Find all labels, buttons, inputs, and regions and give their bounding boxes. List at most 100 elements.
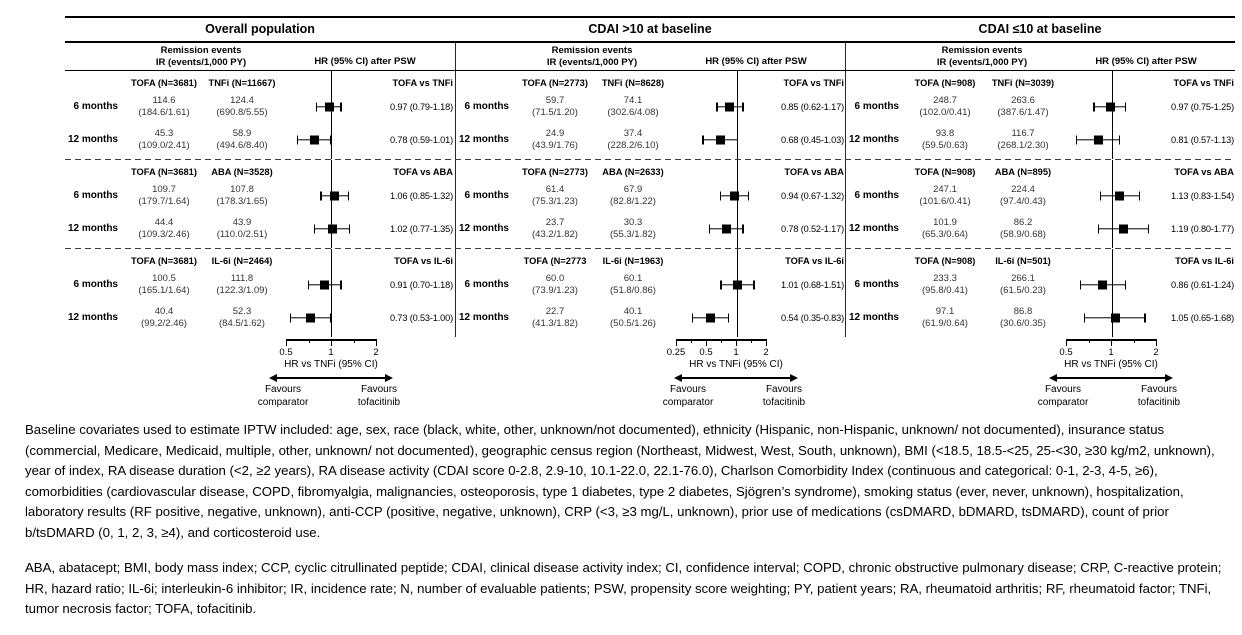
ci-cap-left bbox=[1079, 280, 1082, 289]
comparator-ir-cell: 52.3 (84.5/1.62) bbox=[203, 306, 281, 329]
forest-data-row: 6 months 59.7 (71.5/1.20) 74.1 (302.6/4.08) 0… bbox=[456, 90, 845, 123]
axis-major-tick bbox=[1066, 339, 1068, 346]
tofa-ir-cell: 22.7 (41.3/1.82) bbox=[516, 306, 594, 329]
comparator-ir-detail: (84.5/1.62) bbox=[219, 317, 265, 329]
axes-row: 0.5 1 2 HR vs TNFi (95% CI) Favours comparato… bbox=[65, 337, 1235, 417]
comparator-ir-detail: (178.3/1.65) bbox=[216, 195, 268, 207]
tofa-column-header: TOFA (N=3681) bbox=[131, 77, 197, 88]
hr-ci-value: 0.78 (0.52-1.17) bbox=[781, 223, 844, 234]
favours-right-line1: Favours bbox=[765, 384, 803, 395]
hr-point-marker bbox=[705, 313, 715, 322]
axis-major-tick bbox=[766, 339, 768, 346]
comparator-ir-cell: 30.3 (55.3/1.82) bbox=[594, 217, 672, 240]
comparator-ir-cell: 67.9 (82.8/1.22) bbox=[594, 184, 672, 207]
abbreviations-note: ABA, abatacept; BMI, body mass index; CC… bbox=[25, 560, 1222, 616]
hr-ci-value: 0.54 (0.35-0.83) bbox=[781, 312, 844, 323]
forest-plot-cell bbox=[281, 268, 381, 301]
hr-point-marker bbox=[1115, 191, 1125, 200]
forest-plot-cell bbox=[1062, 301, 1162, 334]
panel-title: Overall population bbox=[205, 22, 315, 36]
comparison-label: TOFA vs TNFi bbox=[783, 77, 844, 88]
tofa-ir-value: 40.4 bbox=[154, 306, 174, 317]
forest-data-row: 6 months 100.5 (165.1/1.64) 111.8 (122.3/1.0… bbox=[65, 268, 455, 301]
forest-plot-cell bbox=[281, 123, 381, 156]
comparator-ir-value: 86.2 bbox=[1013, 217, 1033, 228]
hr-point-marker bbox=[324, 102, 334, 111]
favours-right-line1: Favours bbox=[360, 384, 398, 395]
arrow-right-head-icon bbox=[790, 374, 798, 382]
remission-ir-header-line1: Remission events bbox=[551, 45, 633, 56]
block-header-row: TOFA (N=908) TNFi (N=3039) TOFA vs TNFi bbox=[846, 75, 1235, 90]
hr-point-marker bbox=[306, 313, 316, 322]
tofa-ir-value: 248.7 bbox=[933, 95, 957, 106]
hr-ci-value: 1.05 (0.65-1.68) bbox=[1171, 312, 1234, 323]
ci-cap-left bbox=[708, 224, 711, 233]
comparator-column-header: IL-6i (N=501) bbox=[995, 255, 1051, 266]
remission-ir-header: Remission events IR (events/1,000 PY) bbox=[121, 45, 281, 68]
tofa-ir-detail: (65.3/0.64) bbox=[922, 228, 968, 240]
hr-reference-line bbox=[1112, 160, 1113, 248]
block-header-row: TOFA (N=908) IL-6i (N=501) TOFA vs IL-6i bbox=[846, 253, 1235, 268]
header-underline bbox=[65, 70, 1235, 71]
axis-tick-label: 0.5 bbox=[279, 347, 293, 358]
forest-data-row: 12 months 97.1 (61.9/0.64) 86.8 (30.6/0.35) 1… bbox=[846, 301, 1235, 334]
block-header-row: TOFA (N=2773 IL-6i (N=1963) TOFA vs IL-6i bbox=[456, 253, 845, 268]
favours-comparator-label: Favours comparator bbox=[645, 384, 731, 409]
panel-block: TOFA (N=908) ABA (N=895) TOFA vs ABA 6 mont… bbox=[845, 160, 1235, 248]
tofa-ir-value: 59.7 bbox=[545, 95, 565, 106]
comparator-ir-detail: (61.5/0.23) bbox=[1000, 284, 1046, 296]
forest-data-row: 6 months 114.6 (184.6/1.61) 124.4 (690.8/5.5… bbox=[65, 90, 455, 123]
favours-left-line2: comparator bbox=[662, 396, 714, 408]
hr-reference-line bbox=[737, 160, 738, 248]
comparator-ir-value: 124.4 bbox=[230, 95, 254, 106]
comparison-band: TOFA (N=3681) TNFi (N=11667) TOFA vs TNFi 6… bbox=[65, 71, 1235, 159]
comparator-ir-cell: 266.1 (61.5/0.23) bbox=[984, 273, 1062, 296]
hr-reference-line bbox=[1112, 249, 1113, 337]
hr-ci-value: 0.78 (0.59-1.01) bbox=[390, 134, 453, 145]
timepoint-label: 6 months bbox=[73, 279, 118, 290]
forest-data-row: 6 months 247.1 (101.6/0.41) 224.4 (97.4/0.43… bbox=[846, 179, 1235, 212]
timepoint-label: 6 months bbox=[464, 101, 509, 112]
comparator-ir-cell: 263.6 (387.6/1.47) bbox=[984, 95, 1062, 118]
tofa-ir-cell: 59.7 (71.5/1.20) bbox=[516, 95, 594, 118]
ci-cap-left bbox=[1097, 224, 1099, 233]
block-header-row: TOFA (N=3681) TNFi (N=11667) TOFA vs TNFi bbox=[65, 75, 455, 90]
ci-cap-left bbox=[1075, 135, 1077, 144]
timepoint-label: 12 months bbox=[848, 223, 899, 234]
forest-data-row: 6 months 61.4 (75.3/1.23) 67.9 (82.8/1.22) 0.… bbox=[456, 179, 845, 212]
tofa-ir-value: 60.0 bbox=[545, 273, 565, 284]
forest-plot-cell bbox=[672, 179, 772, 212]
tofa-ir-value: 233.3 bbox=[933, 273, 957, 284]
hr-psw-header: HR (95% CI) after PSW bbox=[314, 56, 416, 67]
hr-ci-value: 0.97 (0.79-1.18) bbox=[390, 101, 453, 112]
panel-block: TOFA (N=3681) IL-6i (N=2464) TOFA vs IL-6i… bbox=[65, 249, 455, 337]
column-headers-row: Remission events IR (events/1,000 PY) HR (… bbox=[65, 43, 1235, 70]
comparator-ir-cell: 86.8 (30.6/0.35) bbox=[984, 306, 1062, 329]
tofa-column-header: TOFA (N=3681) bbox=[131, 166, 197, 177]
comparator-column-header: ABA (N=3528) bbox=[211, 166, 273, 177]
forest-plot-cell bbox=[1062, 268, 1162, 301]
ci-cap-right bbox=[742, 102, 744, 111]
tofa-ir-cell: 248.7 (102.0/0.41) bbox=[906, 95, 984, 118]
tofa-ir-value: 44.4 bbox=[154, 217, 174, 228]
tofa-ir-cell: 100.5 (165.1/1.64) bbox=[125, 273, 203, 296]
hr-ci-value: 1.02 (0.77-1.35) bbox=[390, 223, 453, 234]
favours-right-line2: tofacitinib bbox=[1137, 396, 1181, 408]
tofa-ir-cell: 60.0 (73.9/1.23) bbox=[516, 273, 594, 296]
axis-minor-tick bbox=[1088, 339, 1090, 343]
timepoint-label: 12 months bbox=[848, 312, 899, 323]
axis-title: HR vs TNFi (95% CI) bbox=[284, 359, 378, 370]
tofa-ir-cell: 93.8 (59.5/0.63) bbox=[906, 128, 984, 151]
comparator-ir-detail: (50.5/1.26) bbox=[610, 317, 656, 329]
comparator-ir-detail: (58.9/0.68) bbox=[1000, 228, 1046, 240]
hr-reference-line bbox=[737, 71, 738, 159]
ci-cap-right bbox=[1138, 191, 1141, 200]
comparator-ir-cell: 107.8 (178.3/1.65) bbox=[203, 184, 281, 207]
hr-ci-value: 0.81 (0.57-1.13) bbox=[1171, 134, 1234, 145]
comparison-label: TOFA vs TNFi bbox=[392, 77, 453, 88]
axis-major-tick bbox=[376, 339, 378, 346]
remission-ir-header-line1: Remission events bbox=[941, 45, 1023, 56]
ci-cap-right bbox=[727, 313, 729, 322]
remission-ir-header: Remission events IR (events/1,000 PY) bbox=[902, 45, 1062, 68]
comparison-label: TOFA vs ABA bbox=[784, 166, 844, 177]
